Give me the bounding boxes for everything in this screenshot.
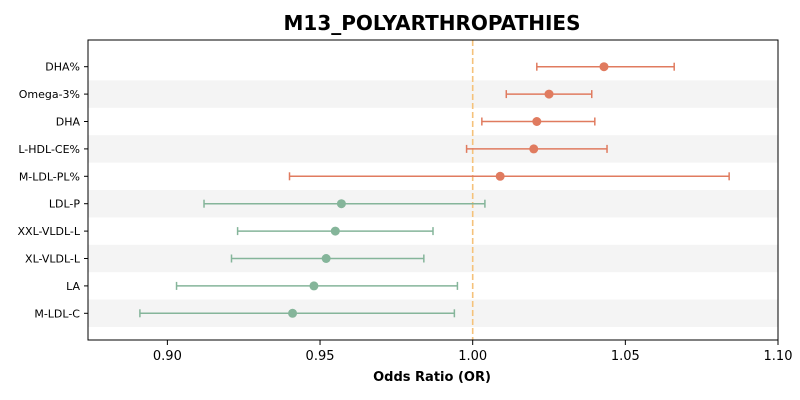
y-tick-label: L-HDL-CE% <box>18 143 80 156</box>
y-tick-label: LA <box>66 280 80 293</box>
estimate-row <box>481 117 596 126</box>
row-band <box>88 135 778 163</box>
x-axis: 0.90 0.95 1.00 1.05 1.10 <box>153 340 793 364</box>
estimate-row <box>465 144 608 154</box>
point-estimate <box>309 281 319 291</box>
estimates <box>139 62 730 318</box>
y-tick-label: LDL-P <box>49 198 81 211</box>
x-tick-label: 1.10 <box>764 349 793 364</box>
row-band <box>88 80 778 108</box>
row-band <box>88 244 778 273</box>
estimate-row <box>505 89 593 99</box>
estimate-row <box>236 226 434 236</box>
y-tick-label: XXL-VLDL-L <box>18 225 81 238</box>
y-axis: DHA% Omega-3% DHA L-HDL-CE% M-LDL-PL% LDL-P XX… <box>18 61 88 320</box>
y-tick-label: DHA <box>56 116 81 129</box>
y-tick-label: DHA% <box>45 61 80 74</box>
point-estimate <box>532 117 542 126</box>
y-tick-label: M-LDL-C <box>34 307 80 320</box>
y-tick-label: Omega-3% <box>19 88 80 101</box>
point-estimate <box>599 62 609 72</box>
chart-title: M13_POLYARTHROPATHIES <box>284 11 581 35</box>
point-estimate <box>288 308 298 318</box>
x-tick-label: 1.00 <box>458 349 487 364</box>
estimate-row <box>536 62 675 72</box>
x-axis-label: Odds Ratio (OR) <box>373 370 491 385</box>
estimate-row <box>139 308 456 318</box>
point-estimate <box>321 254 331 263</box>
point-estimate <box>336 199 346 209</box>
point-estimate <box>330 226 340 236</box>
y-tick-label: M-LDL-PL% <box>19 170 80 183</box>
point-estimate <box>495 171 505 181</box>
y-tick-label: XL-VLDL-L <box>25 253 81 266</box>
point-estimate <box>529 144 539 154</box>
x-tick-label: 1.05 <box>611 349 640 364</box>
estimate-row <box>230 254 425 263</box>
estimate-row <box>175 281 459 291</box>
plot-frame <box>87 39 779 341</box>
x-tick-label: 0.95 <box>306 349 335 364</box>
x-tick-label: 0.90 <box>153 349 182 364</box>
estimate-row <box>288 171 730 181</box>
point-estimate <box>544 89 554 99</box>
estimate-row <box>203 199 486 209</box>
